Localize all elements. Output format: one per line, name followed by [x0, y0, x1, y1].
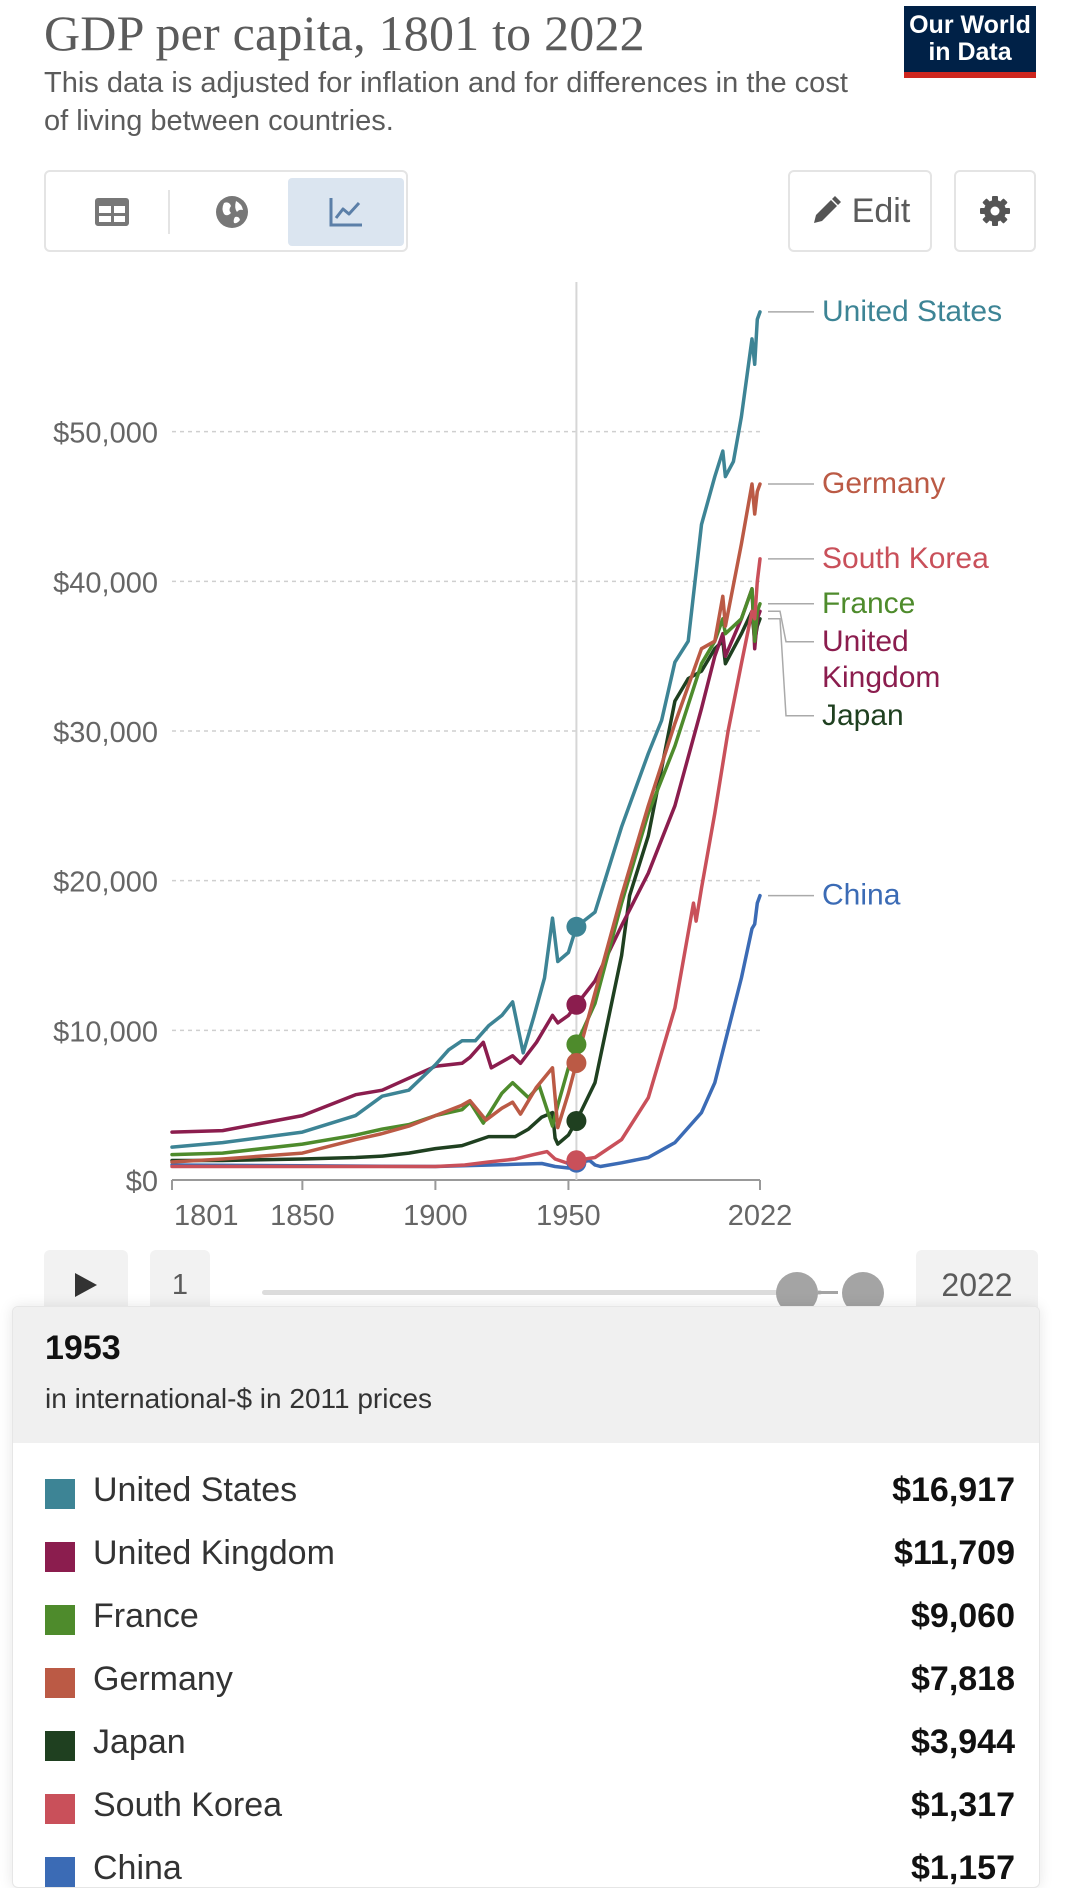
y-tick-label: $40,000: [53, 567, 158, 599]
globe-icon: [216, 196, 248, 228]
tooltip-country: United Kingdom: [93, 1534, 335, 1572]
series-swatch: [45, 1605, 75, 1635]
tooltip-value: $3,944: [911, 1723, 1015, 1761]
x-tick-label: 1801: [174, 1200, 239, 1230]
y-tick-label: $50,000: [53, 418, 158, 450]
y-tick-label: $0: [126, 1166, 158, 1198]
label-connector: [768, 610, 814, 643]
label-connector: [768, 618, 814, 717]
series-swatch: [45, 1857, 75, 1887]
tooltip-country: France: [93, 1597, 199, 1635]
gdp-line-chart[interactable]: $0 $10,000 $20,000 $30,000 $40,000 $50,000 180…: [0, 270, 1078, 1230]
gear-icon: [980, 196, 1010, 226]
hover-point[interactable]: [566, 1034, 587, 1055]
tooltip-row: United States $16,917: [13, 1461, 1039, 1523]
x-tick-label: 2022: [728, 1200, 793, 1230]
tooltip-row: South Korea $1,317: [13, 1776, 1039, 1838]
tooltip-country: Japan: [93, 1723, 186, 1761]
tooltip-row: United Kingdom $11,709: [13, 1524, 1039, 1586]
tooltip-value: $11,709: [893, 1534, 1015, 1572]
tooltip-value: $1,157: [911, 1849, 1015, 1887]
tooltip-year: 1953: [45, 1329, 121, 1367]
table-icon: [95, 198, 129, 226]
tooltip-value: $7,818: [911, 1660, 1015, 1698]
series-swatch: [45, 1479, 75, 1509]
tooltip-row: France $9,060: [13, 1587, 1039, 1649]
series-end-label: France: [822, 587, 915, 620]
tooltip-country: China: [93, 1849, 182, 1887]
series-line[interactable]: [170, 310, 762, 1149]
hover-point[interactable]: [566, 1110, 587, 1131]
tab-table[interactable]: [54, 178, 170, 246]
tooltip-unit: in international-$ in 2011 prices: [45, 1383, 433, 1414]
series-line[interactable]: [170, 587, 762, 1134]
series-end-label: Japan: [822, 699, 904, 732]
tooltip-value: $1,317: [911, 1786, 1015, 1824]
series-swatch: [45, 1668, 75, 1698]
tooltip-country: South Korea: [93, 1786, 283, 1824]
tooltip-header: [13, 1307, 1039, 1443]
hover-point[interactable]: [566, 1052, 587, 1073]
tooltip-value: $9,060: [911, 1597, 1015, 1635]
series-end-label: Kingdom: [822, 661, 940, 694]
tooltip-row: Germany $7,818: [13, 1650, 1039, 1712]
series-end-label: United: [822, 625, 909, 658]
timeline-controls: 1 2022: [0, 1250, 1078, 1320]
series-end-label: Germany: [822, 467, 945, 500]
owid-logo[interactable]: Our World in Data: [904, 6, 1036, 78]
hover-point[interactable]: [566, 994, 587, 1015]
series-swatch: [45, 1731, 75, 1761]
pencil-icon: [813, 196, 841, 223]
tooltip-country: Germany: [93, 1660, 233, 1698]
hover-point[interactable]: [566, 916, 587, 937]
series-swatch: [45, 1794, 75, 1824]
play-icon: [75, 1273, 97, 1297]
y-tick-label: $10,000: [53, 1016, 158, 1048]
view-tabs: [44, 170, 408, 252]
hover-point[interactable]: [566, 1150, 587, 1171]
edit-label: Edit: [851, 191, 911, 230]
y-tick-label: $30,000: [53, 717, 158, 749]
x-tick-label: 1900: [403, 1200, 468, 1230]
series-line[interactable]: [170, 893, 762, 1170]
hover-tooltip: 1953 in international-$ in 2011 prices U…: [12, 1306, 1040, 1888]
series-swatch: [45, 1542, 75, 1572]
page-title: GDP per capita, 1801 to 2022: [44, 5, 645, 61]
page-subtitle: This data is adjusted for inflation and …: [44, 67, 848, 137]
series-line[interactable]: [170, 482, 762, 1164]
timeline-track[interactable]: [262, 1290, 822, 1295]
logo-line-1: Our World: [909, 11, 1031, 39]
timeline-range-link: [818, 1291, 838, 1294]
series-line[interactable]: [170, 557, 762, 1169]
x-tick-label: 1850: [270, 1200, 335, 1230]
edit-button[interactable]: Edit: [788, 170, 932, 252]
series-end-label: United States: [822, 295, 1002, 328]
series-end-label: South Korea: [822, 542, 989, 575]
logo-line-2: in Data: [928, 38, 1012, 66]
tooltip-row: China $1,157: [13, 1839, 1039, 1887]
line-chart-icon: [329, 198, 362, 227]
settings-button[interactable]: [954, 170, 1036, 252]
tab-separator: [168, 190, 170, 234]
series-line[interactable]: [170, 609, 762, 1163]
tooltip-row: Japan $3,944: [13, 1713, 1039, 1775]
series-end-label: China: [822, 879, 901, 912]
tooltip-value: $16,917: [892, 1471, 1015, 1509]
tooltip-country: United States: [93, 1471, 298, 1509]
y-tick-label: $20,000: [53, 867, 158, 899]
tab-map[interactable]: [174, 178, 290, 246]
tab-chart[interactable]: [288, 178, 404, 246]
x-tick-label: 1950: [536, 1200, 601, 1230]
